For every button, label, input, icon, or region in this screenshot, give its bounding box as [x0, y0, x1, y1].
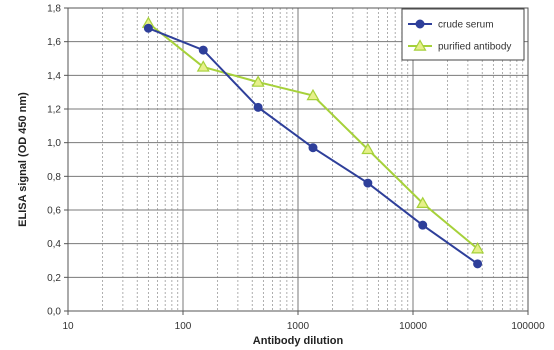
x-tick-label: 10 [62, 321, 74, 332]
legend-marker-crude-serum [415, 19, 425, 29]
y-tick-label: 1,8 [47, 4, 61, 15]
series-layer [141, 16, 485, 269]
legend-marker-shape [415, 19, 425, 29]
y-tick-label: 1,2 [47, 105, 61, 116]
y-tick-label: 0,6 [47, 206, 61, 217]
y-tick-label: 0,0 [47, 307, 61, 318]
x-axis-ticks: 10 100 1000 10000 100000 [62, 311, 545, 332]
data-point-crude-serum [363, 178, 373, 188]
legend-label-crude-serum: crude serum [438, 20, 494, 31]
y-tick-label: 1,6 [47, 37, 61, 48]
legend-box [401, 8, 525, 61]
y-tick-label: 0,4 [47, 239, 61, 250]
data-point-crude-serum [473, 259, 483, 269]
y-axis-ticks: 0,0 0,2 0,4 0,6 0,8 1,0 1,2 1,4 1,6 1,8 [47, 4, 68, 318]
legend-marker-purified-antibody [413, 39, 427, 51]
x-axis-title: Antibody dilution [253, 335, 344, 347]
data-point-crude-serum [308, 143, 318, 153]
data-point-purified-antibody [196, 60, 210, 72]
data-point-crude-serum [198, 45, 208, 55]
y-axis-title: ELISA signal (OD 450 nm) [17, 92, 29, 227]
series-purified-antibody [141, 16, 485, 254]
data-point-crude-serum [253, 102, 263, 112]
y-tick-label: 1,0 [47, 138, 61, 149]
legend-label-purified-antibody: purified antibody [438, 42, 511, 53]
y-tick-label: 0,2 [47, 273, 61, 284]
data-point-crude-serum [143, 23, 153, 33]
x-tick-label: 100 [175, 321, 192, 332]
x-tick-label: 10000 [399, 321, 427, 332]
x-tick-label: 1000 [287, 321, 310, 332]
x-tick-label: 100000 [511, 321, 545, 332]
data-point-purified-antibody [251, 75, 265, 87]
legend: crude serum purified antibody [401, 8, 525, 61]
data-point-crude-serum [418, 220, 428, 230]
data-point-purified-antibody [416, 196, 430, 208]
legend-marker-shape [413, 39, 427, 51]
y-tick-label: 0,8 [47, 172, 61, 183]
y-tick-label: 1,4 [47, 71, 61, 82]
data-point-purified-antibody [471, 242, 485, 254]
data-point-purified-antibody [361, 142, 375, 155]
series-crude-serum [143, 23, 483, 269]
data-point-purified-antibody [306, 88, 320, 101]
